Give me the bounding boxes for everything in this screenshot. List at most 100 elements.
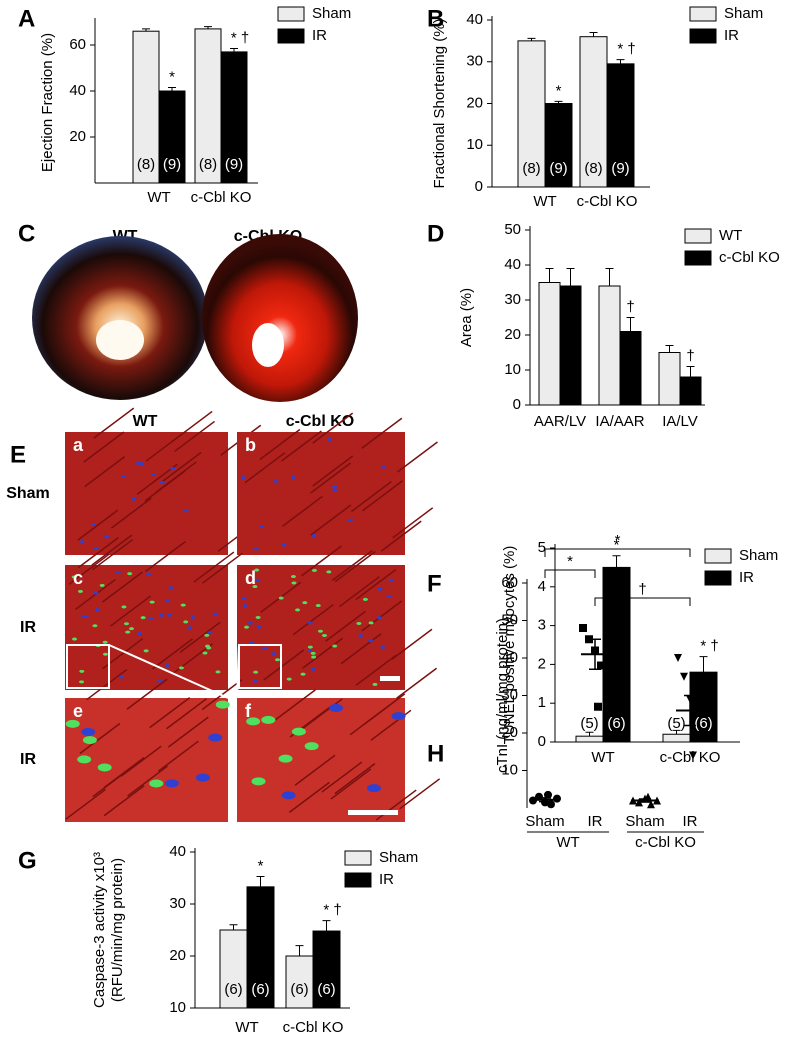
fiber — [174, 420, 215, 453]
nucleus — [255, 615, 261, 619]
nucleus — [278, 596, 284, 600]
error-bar — [295, 945, 304, 956]
legend-label: WT — [719, 227, 742, 244]
x-tick-label: IR — [683, 813, 698, 830]
y-tick-label: 20 — [169, 947, 186, 964]
nucleus — [247, 621, 253, 625]
fiber — [288, 781, 330, 813]
fiber — [312, 412, 354, 444]
panel-letter: C — [18, 220, 35, 247]
fiber — [259, 428, 301, 461]
nucleus — [97, 763, 112, 772]
y-tick-label: 20 — [501, 724, 518, 741]
nucleus — [377, 587, 383, 591]
nucleus — [381, 465, 387, 469]
nucleus — [311, 655, 317, 659]
panel-letter: G — [18, 847, 37, 874]
fiber — [364, 693, 406, 725]
panel-letter: F — [427, 570, 442, 597]
sem-bar — [639, 798, 651, 803]
fiber — [263, 649, 305, 681]
data-point — [698, 729, 706, 737]
legend-label: Sham — [739, 547, 778, 564]
bar — [658, 352, 681, 406]
nucleus — [249, 641, 255, 645]
x-tick-label: c-Cbl KO — [660, 749, 721, 766]
significance-mark: * † — [231, 29, 249, 46]
nucleus — [215, 700, 230, 709]
fiber — [126, 678, 168, 710]
fiber — [396, 667, 438, 699]
nucleus — [151, 472, 157, 476]
fiber — [330, 768, 372, 800]
comparison-bracket — [544, 569, 596, 578]
y-tick-label: 30 — [504, 291, 521, 308]
y-axis-label: Fractional Shortening (%) — [431, 18, 448, 188]
group-label: WT — [556, 834, 579, 851]
fiber — [145, 540, 186, 573]
nucleus — [372, 682, 378, 686]
micrograph — [65, 698, 228, 822]
fiber — [392, 507, 434, 539]
nucleus — [291, 581, 297, 585]
n-label: (8) — [137, 156, 155, 173]
y-tick-label: 0 — [538, 733, 546, 750]
fiber — [77, 509, 119, 541]
nucleus — [93, 546, 99, 550]
n-label: (8) — [199, 156, 217, 173]
x-tick-label: c-Cbl KO — [283, 1019, 344, 1036]
fiber — [391, 628, 433, 660]
nucleus — [170, 467, 176, 471]
micrograph — [237, 565, 405, 690]
nucleus — [99, 583, 105, 587]
nucleus — [278, 754, 293, 763]
nucleus — [253, 670, 259, 674]
nucleus — [149, 600, 155, 604]
nucleus — [326, 570, 332, 574]
nucleus — [65, 719, 80, 728]
bar — [679, 376, 702, 406]
column-title: WT — [133, 413, 158, 430]
bar — [219, 929, 248, 1009]
y-tick-label: 30 — [466, 53, 483, 70]
y-tick-label: 10 — [466, 136, 483, 153]
fiber — [294, 754, 336, 786]
y-tick-label: 2 — [538, 655, 546, 672]
nucleus — [286, 677, 292, 681]
bar — [598, 285, 621, 406]
fiber — [145, 430, 187, 462]
nucleus — [241, 596, 247, 600]
nucleus — [81, 727, 96, 736]
nucleus — [207, 631, 213, 635]
error-bar — [168, 87, 176, 91]
nucleus — [123, 622, 129, 626]
nucleus — [242, 604, 248, 608]
micrograph-grid: E WT c-Cbl KO Sham IR IR a b c d e f — [6, 407, 441, 822]
error-bar — [616, 59, 625, 64]
nucleus — [329, 703, 344, 712]
significance-mark: † — [686, 347, 694, 364]
legend-label: c-Cbl KO — [719, 249, 780, 266]
panel-letter: H — [427, 740, 444, 767]
micrograph — [237, 698, 405, 822]
n-label: (6) — [694, 715, 712, 732]
nucleus — [307, 621, 313, 625]
x-tick-label: Sham — [625, 813, 664, 830]
significance-mark: * † — [617, 41, 635, 58]
y-tick-label: 1 — [538, 694, 546, 711]
y-tick-label: 40 — [466, 11, 483, 28]
fiber — [172, 643, 214, 675]
scale-bar — [380, 676, 400, 681]
error-bar — [527, 37, 536, 41]
nucleus — [368, 621, 374, 625]
nucleus — [252, 679, 258, 683]
nucleus — [131, 497, 137, 501]
significance-mark: * — [258, 857, 264, 874]
error-bar — [686, 366, 695, 377]
nucleus — [368, 639, 374, 643]
x-tick-label: AAR/LV — [534, 413, 586, 430]
nucleus — [358, 634, 364, 638]
fiber — [355, 568, 397, 601]
nucleus — [94, 608, 100, 612]
y-axis-label: TUNEL positive myocytes (%) — [501, 546, 518, 745]
